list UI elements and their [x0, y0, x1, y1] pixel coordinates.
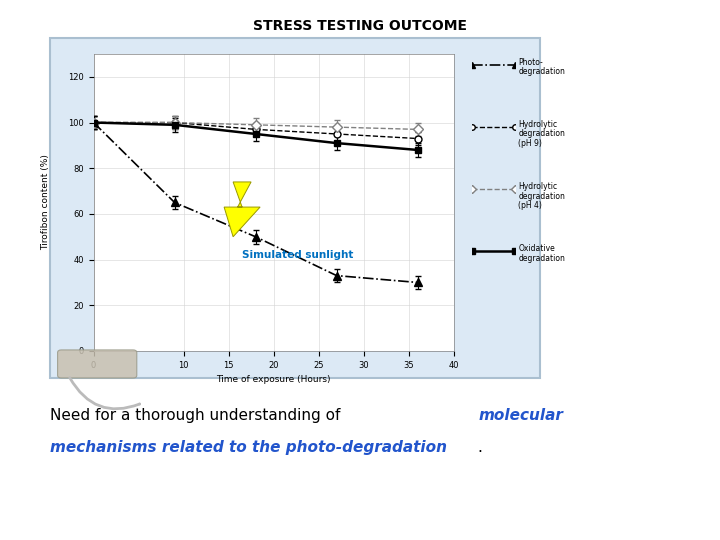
Text: (pH 9): (pH 9): [518, 139, 542, 148]
Text: degradation: degradation: [518, 192, 565, 200]
Text: Need for a thorough understanding of: Need for a thorough understanding of: [50, 408, 346, 423]
Text: mechanisms related to the photo-degradation: mechanisms related to the photo-degradat…: [50, 440, 447, 455]
Text: molecular: molecular: [479, 408, 564, 423]
Text: STRESS TESTING OUTCOME: STRESS TESTING OUTCOME: [253, 19, 467, 33]
Polygon shape: [224, 182, 260, 237]
Text: (pH 4): (pH 4): [518, 201, 542, 210]
Text: degradation: degradation: [518, 130, 565, 138]
Text: degradation: degradation: [518, 68, 565, 76]
Text: Hydrolytic: Hydrolytic: [518, 182, 557, 191]
Text: Photo-: Photo-: [518, 58, 543, 66]
X-axis label: Time of exposure (Hours): Time of exposure (Hours): [216, 375, 331, 384]
Y-axis label: Tirofibon content (%): Tirofibon content (%): [42, 154, 50, 251]
Text: Simulated sunlight: Simulated sunlight: [242, 251, 354, 260]
Text: degradation: degradation: [518, 254, 565, 262]
Text: Hydrolytic: Hydrolytic: [518, 120, 557, 129]
Text: Oxidative: Oxidative: [518, 244, 555, 253]
Text: .: .: [477, 440, 482, 455]
